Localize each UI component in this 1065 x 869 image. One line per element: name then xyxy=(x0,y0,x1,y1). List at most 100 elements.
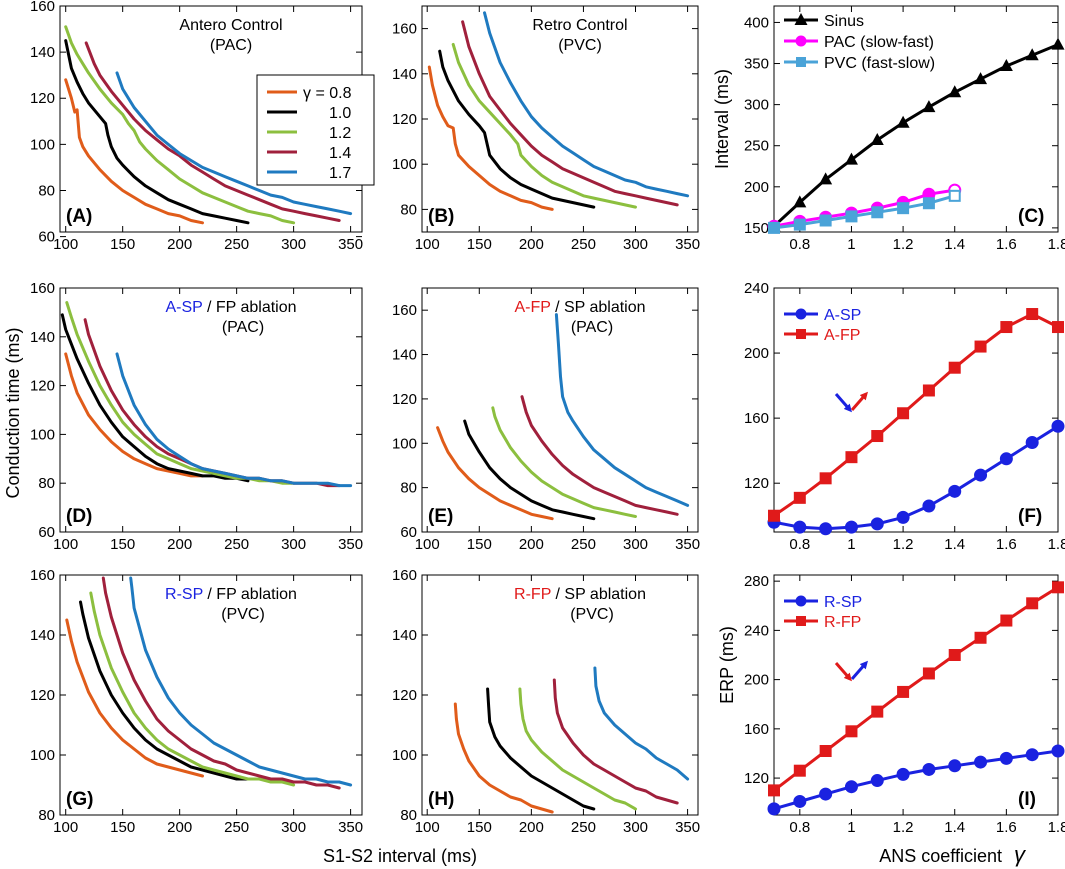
x-tick-label: 0.8 xyxy=(789,819,810,836)
panel-label: (I) xyxy=(1018,789,1036,810)
series-line xyxy=(520,395,679,516)
panel-title: Antero Control xyxy=(179,17,282,34)
xlabel-ans: ANS coefficient γ xyxy=(879,842,1027,867)
plot-frame xyxy=(421,287,699,533)
series-line xyxy=(554,313,690,507)
y-tick-label: 80 xyxy=(38,475,55,492)
series-line xyxy=(451,42,637,209)
y-tick-label: 160 xyxy=(30,280,55,297)
y-tick-label: 160 xyxy=(744,410,769,427)
y-tick-label: 100 xyxy=(392,156,417,173)
legend-label: γ = 0.8 xyxy=(303,85,352,102)
series-line xyxy=(64,78,204,225)
x-tick-label: 0.8 xyxy=(789,236,810,253)
data-point xyxy=(1025,748,1039,762)
panel-f: 0.8 1 1.2 1.4 1.6 1.8 120 160 200 240 (F) A-SP A-FP xyxy=(744,280,1065,553)
panel-label: (D) xyxy=(66,506,92,527)
legend-entry: Sinus xyxy=(784,13,864,30)
x-tick-label: 200 xyxy=(167,819,192,836)
panel-label: (H) xyxy=(428,789,454,810)
panel-title-highlight: R-SP xyxy=(165,586,203,603)
x-tick-label: 100 xyxy=(415,236,440,253)
y-tick-label: 140 xyxy=(392,627,417,644)
data-point xyxy=(793,195,807,208)
panel-subtitle: (PAC) xyxy=(571,319,613,336)
data-point xyxy=(793,520,807,534)
data-point xyxy=(871,705,884,718)
data-point xyxy=(871,206,884,219)
x-tick-label: 1.4 xyxy=(944,236,965,253)
x-tick-label: 150 xyxy=(467,236,492,253)
legend-label: Sinus xyxy=(824,13,864,30)
series-line xyxy=(427,65,554,211)
x-tick-label: 150 xyxy=(110,236,135,253)
plot-frame xyxy=(421,574,699,816)
panel-subtitle: (PVC) xyxy=(221,606,265,623)
legend-entry: PAC (slow-fast) xyxy=(784,34,934,51)
series-line xyxy=(772,585,1060,792)
panel-label: (E) xyxy=(428,506,453,527)
y-tick-label: 120 xyxy=(744,770,769,787)
x-tick-label: 1.6 xyxy=(996,819,1017,836)
panel-title-highlight: R-FP xyxy=(514,586,551,603)
series-line xyxy=(84,41,341,222)
panel-title-highlight: A-SP xyxy=(165,299,202,316)
series-line xyxy=(64,25,296,225)
y-axis-label: Interval (ms) xyxy=(712,69,732,169)
y-tick-label: 160 xyxy=(30,0,55,15)
panels: 100 150 200 250 300 3506080100120140160(A)Ant… xyxy=(30,0,1065,836)
panel-title: R-FP / SP ablation xyxy=(514,586,646,603)
data-point xyxy=(948,759,962,773)
data-point xyxy=(974,72,988,85)
x-tick-label: 350 xyxy=(675,236,700,253)
data-point xyxy=(1000,321,1013,334)
data-point xyxy=(1026,597,1039,610)
x-tick-label: 150 xyxy=(467,536,492,553)
data-point xyxy=(897,407,910,420)
x-tick-label: 250 xyxy=(224,236,249,253)
y-tick-label: 250 xyxy=(744,138,769,155)
legend-label: PVC (fast-slow) xyxy=(824,55,935,72)
x-tick-label: 100 xyxy=(53,536,78,553)
y-tick-label: 240 xyxy=(744,280,769,297)
data-point xyxy=(870,517,884,531)
x-tick-label: 0.8 xyxy=(789,536,810,553)
panel-b: 100 150 200 250 300 350 80 100 120 140 160 (B) Retro… xyxy=(392,5,700,253)
y-tick-label: 160 xyxy=(744,721,769,738)
y-tick-label: 100 xyxy=(392,747,417,764)
panel-subtitle: (PAC) xyxy=(222,319,264,336)
x-tick-label: 150 xyxy=(467,819,492,836)
data-point xyxy=(974,631,987,644)
y-tick-label: 140 xyxy=(30,44,55,61)
x-tick-label: 250 xyxy=(224,819,249,836)
y-tick-label: 120 xyxy=(392,391,417,408)
data-point xyxy=(844,520,858,534)
legend-label: R-SP xyxy=(824,594,862,611)
series-line xyxy=(64,39,250,225)
data-point xyxy=(948,189,961,202)
x-tick-label: 300 xyxy=(281,819,306,836)
data-point xyxy=(974,755,988,769)
xlabel-s1s2: S1-S2 interval (ms) xyxy=(323,846,477,866)
legend-marker xyxy=(794,13,808,25)
y-tick-label: 120 xyxy=(392,687,417,704)
y-tick-label: 350 xyxy=(744,56,769,73)
data-point xyxy=(768,221,780,234)
series-line xyxy=(463,419,596,521)
data-point xyxy=(767,802,781,816)
y-tick-label: 140 xyxy=(392,66,417,83)
panel-label: (F) xyxy=(1018,506,1042,527)
y-tick-label: 120 xyxy=(392,111,417,128)
x-tick-label: 200 xyxy=(519,819,544,836)
y-tick-label: 200 xyxy=(744,345,769,362)
series-line xyxy=(64,352,204,478)
y-tick-label: 120 xyxy=(30,378,55,395)
x-tick-label: 1.8 xyxy=(1048,236,1065,253)
series-line xyxy=(65,618,204,778)
series-line xyxy=(83,318,341,488)
y-tick-label: 80 xyxy=(400,807,417,824)
legend-label: R-FP xyxy=(824,614,861,631)
data-point xyxy=(1051,744,1065,758)
x-tick-label: 1.6 xyxy=(996,536,1017,553)
data-point xyxy=(922,762,936,776)
